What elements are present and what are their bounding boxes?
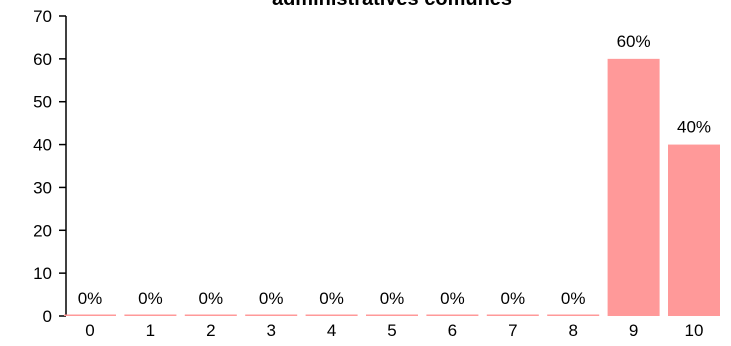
bar-10	[668, 144, 720, 316]
x-tick-label: 0	[85, 321, 94, 340]
bar-2	[184, 314, 237, 316]
x-tick-label: 9	[629, 321, 638, 340]
data-label: 0%	[319, 289, 344, 308]
data-label: 0%	[199, 289, 224, 308]
bar-5	[366, 314, 418, 316]
data-label: 0%	[440, 289, 465, 308]
data-label: 0%	[259, 289, 284, 308]
x-tick-label: 5	[387, 321, 396, 340]
chart-title: administratives comunes	[272, 0, 512, 10]
bars-group	[64, 58, 720, 316]
y-tick-label: 10	[33, 264, 52, 283]
y-tick-label: 30	[33, 178, 52, 197]
data-label: 0%	[138, 289, 163, 308]
y-tick-label: 0	[43, 307, 52, 326]
bar-1	[124, 314, 177, 316]
bar-0	[64, 314, 116, 316]
x-tick-label: 8	[568, 321, 577, 340]
data-label: 0%	[561, 289, 586, 308]
y-tick-label: 50	[33, 93, 52, 112]
data-label: 0%	[501, 289, 526, 308]
y-tick-label: 70	[33, 7, 52, 26]
y-tick-label: 40	[33, 136, 52, 155]
data-label: 60%	[617, 32, 651, 51]
bar-8	[547, 314, 600, 316]
x-tick-label: 10	[685, 321, 704, 340]
data-label: 0%	[78, 289, 103, 308]
x-axis-labels: 0 1 2 3 4 5 6 7 8 9 10	[85, 321, 703, 340]
bar-7	[486, 314, 539, 316]
x-tick-label: 4	[327, 321, 336, 340]
data-labels-group: 0% 0% 0% 0% 0% 0% 0% 0% 0% 60% 40%	[78, 32, 711, 308]
y-tick-label: 20	[33, 221, 52, 240]
bar-6	[426, 314, 479, 316]
x-tick-label: 2	[206, 321, 215, 340]
x-tick-label: 1	[146, 321, 155, 340]
bar-4	[305, 314, 358, 316]
x-tick-label: 6	[448, 321, 457, 340]
bar-3	[245, 314, 298, 316]
y-axis: 0 10 20 30 40 50 60 70	[33, 7, 67, 326]
data-label: 40%	[677, 118, 711, 137]
x-tick-label: 3	[266, 321, 275, 340]
y-tick-label: 60	[33, 50, 52, 69]
data-label: 0%	[380, 289, 405, 308]
x-tick-label: 7	[508, 321, 517, 340]
bar-9	[607, 58, 660, 316]
